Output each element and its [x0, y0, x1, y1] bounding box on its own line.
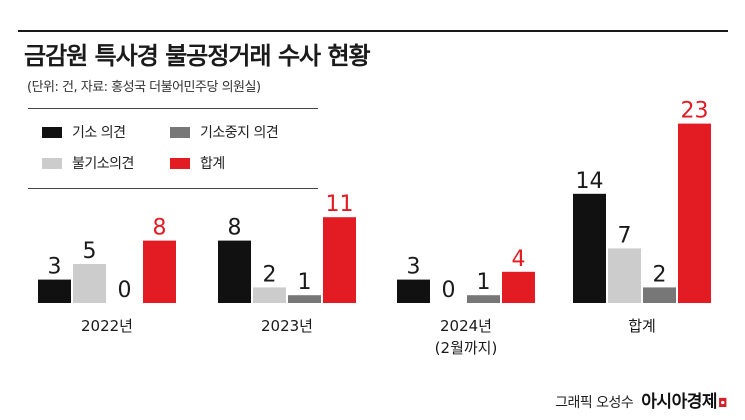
credit-label: 그래픽 오성수	[555, 395, 634, 411]
category-label-0-0: 2022년	[81, 317, 133, 335]
bar-1-2	[288, 295, 321, 303]
data-label-0-0: 3	[48, 255, 62, 280]
legend-swatch-total	[170, 157, 190, 169]
legend-item-total: 합계	[170, 153, 225, 173]
category-label-3-0: 합계	[628, 317, 656, 335]
data-label-3-3: 23	[681, 99, 709, 124]
data-label-0-2: 0	[118, 278, 132, 303]
category-label-2-1: (2월까지)	[435, 339, 498, 357]
legend-item-suspended: 기소중지 의견	[170, 122, 279, 142]
data-label-3-1: 7	[618, 223, 632, 248]
top-rule	[18, 30, 728, 32]
data-label-1-0: 8	[228, 216, 242, 241]
brand-logo: 아시아경제	[641, 392, 717, 412]
legend-rule-bottom	[28, 188, 318, 189]
bar-2-2	[467, 295, 500, 303]
credit: 그래픽 오성수 아시아경제 ◘	[555, 387, 727, 412]
legend-label-non-indictment: 불기소의견	[72, 156, 134, 172]
category-label-1-0: 2023년	[261, 317, 313, 335]
bar-2-3	[502, 271, 535, 303]
bar-3-2	[643, 287, 676, 303]
data-label-0-3: 8	[153, 216, 167, 241]
data-label-3-2: 2	[653, 262, 667, 287]
legend-rule-top	[28, 108, 318, 109]
bar-3-3	[678, 123, 711, 303]
legend-swatch-non-indictment	[42, 157, 62, 169]
data-label-1-2: 1	[298, 270, 312, 295]
bar-3-0	[573, 193, 606, 303]
bar-0-1	[73, 264, 106, 303]
data-label-0-1: 5	[83, 239, 97, 264]
chart-subtitle: (단위: 건, 자료: 홍성국 더불어민주당 의원실)	[27, 80, 261, 95]
data-label-1-3: 11	[326, 192, 354, 217]
bar-1-1	[253, 287, 286, 303]
bar-3-1	[608, 248, 641, 303]
data-label-2-2: 1	[477, 270, 491, 295]
legend-swatch-suspended	[170, 126, 190, 138]
chart-title: 금감원 특사경 불공정거래 수사 현황	[24, 42, 371, 70]
bar-0-3	[143, 240, 176, 303]
bar-1-3	[323, 217, 356, 303]
data-label-3-0: 14	[576, 169, 604, 194]
legend-label-suspended: 기소중지 의견	[200, 125, 279, 141]
data-label-2-0: 3	[407, 255, 421, 280]
legend-swatch-indictment	[42, 126, 62, 138]
data-label-1-1: 2	[263, 262, 277, 287]
legend-item-non-indictment: 불기소의견	[42, 153, 134, 173]
category-label-2-0: 2024년	[440, 317, 492, 335]
legend-item-indictment: 기소 의견	[42, 122, 126, 142]
brand-mark-icon: ◘	[718, 396, 728, 410]
legend-label-total: 합계	[200, 156, 225, 172]
legend-label-indictment: 기소 의견	[72, 125, 126, 141]
data-label-2-1: 0	[442, 278, 456, 303]
bar-0-0	[38, 279, 71, 303]
data-label-2-3: 4	[512, 247, 526, 272]
bar-2-0	[397, 279, 430, 303]
bar-1-0	[218, 240, 251, 303]
